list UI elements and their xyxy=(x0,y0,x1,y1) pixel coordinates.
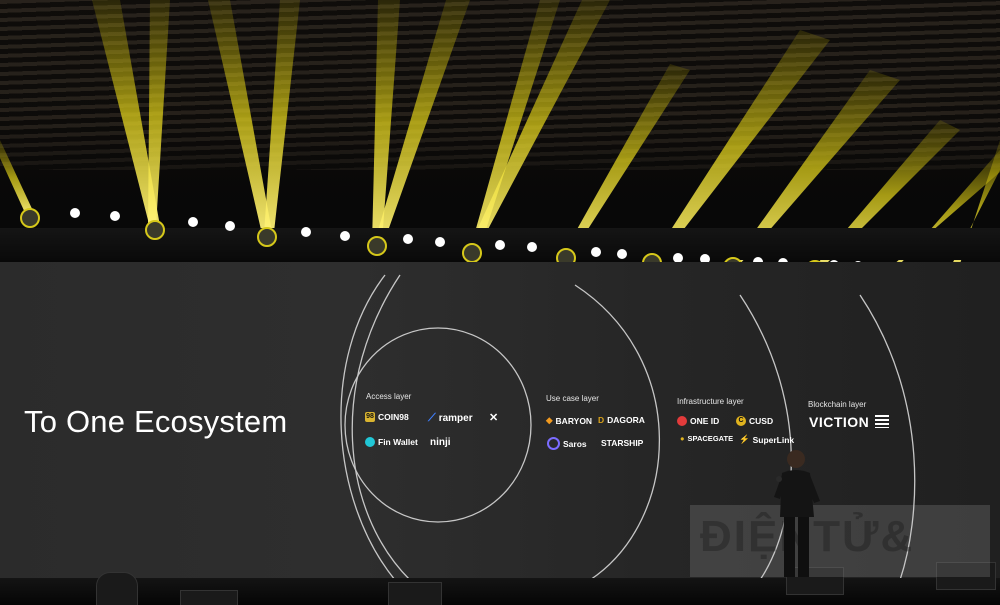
light-beam xyxy=(264,0,300,234)
spot-light xyxy=(403,234,413,244)
spot-light xyxy=(435,237,445,247)
viction-mark-icon xyxy=(875,415,889,428)
logo-superlink: ⚡ SuperLink xyxy=(739,434,795,445)
arc-outer xyxy=(340,274,396,581)
spot-light xyxy=(188,217,198,227)
stage-light-beams xyxy=(0,0,1000,272)
ecosystem-arcs xyxy=(340,274,916,581)
fin-wallet-icon xyxy=(365,437,375,447)
baryon-icon: ◆ xyxy=(546,415,553,425)
use-case-layer-label: Use case layer xyxy=(546,394,599,403)
infrastructure-layer-label: Infrastructure layer xyxy=(677,397,744,406)
moving-head-light xyxy=(20,208,40,228)
spot-light xyxy=(301,227,311,237)
logo-starship: STARSHIP xyxy=(601,438,644,448)
logo-spacegate: ● SPACEGATE xyxy=(680,434,734,443)
blockchain-layer-label: Blockchain layer xyxy=(808,400,867,409)
coin98-icon: 98 xyxy=(365,412,375,422)
moving-head-light xyxy=(367,236,387,256)
logo-viction: VICTION xyxy=(809,414,870,430)
logo-cusd: C CUSD xyxy=(736,416,773,426)
superlink-icon: ⚡ xyxy=(739,434,750,444)
x-icon: ✕ xyxy=(489,412,499,424)
dagora-icon: D xyxy=(598,415,605,425)
light-beam xyxy=(0,140,34,215)
presenter-person xyxy=(774,450,820,577)
light-beam xyxy=(470,0,560,250)
spacegate-icon: ● xyxy=(680,434,685,443)
light-beam xyxy=(372,0,400,244)
circle-access-layer xyxy=(344,327,532,523)
light-beam xyxy=(208,0,272,234)
spot-light xyxy=(527,242,537,252)
spot-light xyxy=(673,253,683,263)
stage-floor xyxy=(0,578,1000,605)
light-beam xyxy=(92,0,160,228)
logo-saros: Saros xyxy=(547,437,587,450)
ramper-icon: ⟋ xyxy=(428,412,436,424)
spot-light xyxy=(340,231,350,241)
cusd-icon: C xyxy=(736,416,746,426)
logo-ninji: ninji xyxy=(430,437,451,448)
logo-coin98: 98 COIN98 xyxy=(365,412,409,422)
light-beam xyxy=(562,64,690,256)
arc-blockchain xyxy=(859,294,916,581)
spot-light xyxy=(617,249,627,259)
stage-speaker xyxy=(786,567,844,595)
spot-light xyxy=(110,211,120,221)
moving-head-fixture-icon xyxy=(96,572,138,605)
light-beam xyxy=(468,0,610,250)
logo-dagora: D DAGORA xyxy=(598,415,645,425)
moving-head-light xyxy=(145,220,165,240)
stage-speaker xyxy=(936,562,996,590)
stage-monitor xyxy=(388,582,442,605)
slide-title: To One Ecosystem xyxy=(24,404,288,439)
one-id-icon xyxy=(677,416,687,426)
logo-fin-wallet: Fin Wallet xyxy=(365,437,418,447)
spot-light xyxy=(591,247,601,257)
logo-baryon: ◆ BARYON xyxy=(546,415,593,426)
spot-light xyxy=(225,221,235,231)
light-beam xyxy=(148,0,170,228)
watermark-box xyxy=(690,505,990,577)
light-beam xyxy=(730,70,900,266)
led-screen xyxy=(0,262,1000,584)
light-beam xyxy=(650,30,830,262)
light-beam xyxy=(374,0,470,244)
spot-light xyxy=(495,240,505,250)
spot-light xyxy=(700,254,710,264)
moving-head-light xyxy=(462,243,482,263)
stage-monitor xyxy=(180,590,238,605)
arc-outer xyxy=(351,274,411,581)
logo-one-id: ONE ID xyxy=(677,416,719,426)
spot-light xyxy=(70,208,80,218)
saros-icon xyxy=(547,437,560,450)
moving-head-light xyxy=(257,227,277,247)
access-layer-label: Access layer xyxy=(366,392,412,401)
logo-ramper: ⟋ ramper xyxy=(428,412,473,424)
arc-usecase xyxy=(574,284,660,581)
